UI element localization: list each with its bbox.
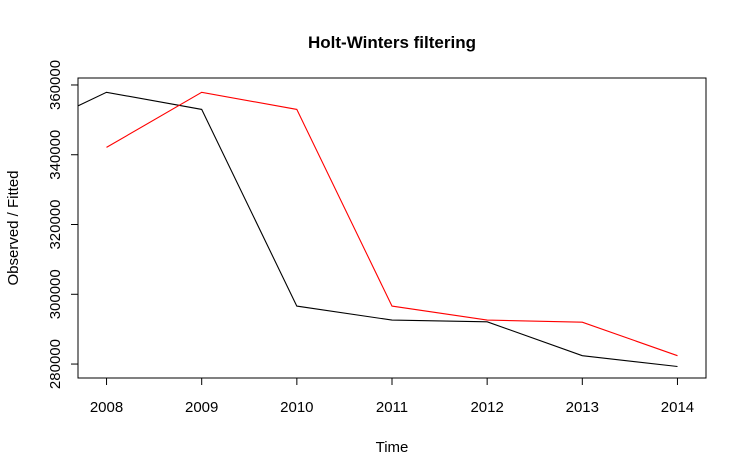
y-tick-label: 360000: [47, 60, 64, 110]
x-tick-label: 2012: [470, 399, 503, 416]
chart-title: Holt-Winters filtering: [308, 33, 476, 52]
y-tick-label: 340000: [47, 130, 64, 180]
y-axis-label: Observed / Fitted: [5, 170, 22, 285]
y-tick-label: 280000: [47, 339, 64, 389]
x-tick-label: 2008: [90, 399, 123, 416]
x-tick-label: 2009: [185, 399, 218, 416]
series-line-2: [106, 91, 678, 357]
x-tick-label: 2013: [566, 399, 599, 416]
series-line-1: [77, 91, 678, 368]
y-axis: 280000 300000 320000 340000 360000: [47, 60, 79, 389]
x-axis: 2008 2009 2010 2011 2012 2013 2014: [90, 377, 694, 416]
x-axis-label: Time: [376, 439, 409, 456]
y-tick-label: 300000: [47, 269, 64, 319]
x-tick-label: 2010: [280, 399, 313, 416]
y-tick-label: 320000: [47, 199, 64, 249]
x-tick-label: 2011: [376, 399, 408, 416]
series-layer: [77, 91, 678, 368]
x-tick-label: 2014: [661, 399, 694, 416]
